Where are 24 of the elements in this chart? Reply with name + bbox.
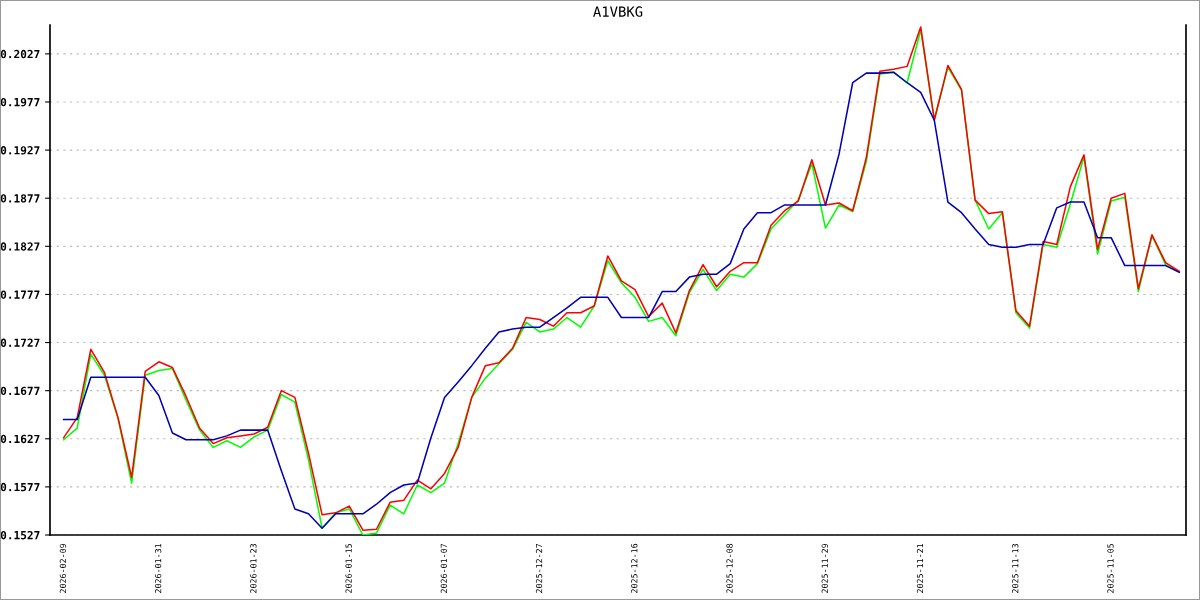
x-tick-label: 2026-01-23 xyxy=(250,543,257,593)
x-tick-label: 2025-11-21 xyxy=(916,543,924,593)
x-tick-label: 2026-02-09 xyxy=(59,543,67,593)
y-tick-label: 0.1927 xyxy=(0,146,40,155)
x-tick-label: 2025-12-08 xyxy=(726,543,733,593)
y-tick-label: 0.1827 xyxy=(0,242,40,251)
y-tick-label: 0.1877 xyxy=(0,194,40,203)
y-tick-label: 0.1777 xyxy=(0,290,40,299)
x-tick-label: 2025-11-05 xyxy=(1107,544,1114,593)
y-tick-label: 0.2027 xyxy=(0,49,40,59)
x-tick-label: 2025-12-16 xyxy=(631,543,638,593)
x-tick-label: 2025-11-13 xyxy=(1012,543,1019,593)
y-tick-label: 0.1677 xyxy=(0,386,40,396)
x-tick-label: 2026-01-31 xyxy=(154,543,162,593)
x-tick-label: 2025-11-29 xyxy=(821,543,828,593)
y-tick-label: 0.1577 xyxy=(0,482,40,492)
y-tick-label: 0.1977 xyxy=(0,97,40,107)
y-tick-label: 0.1627 xyxy=(0,434,40,444)
x-tick-label: 2025-12-27 xyxy=(535,543,543,593)
y-tick-label: 0.1727 xyxy=(0,338,40,347)
x-tick-label: 2026-01-07 xyxy=(440,543,447,593)
chart-title: A1VBKG xyxy=(593,6,643,17)
y-tick-label: 0.1527 xyxy=(0,530,40,540)
x-tick-label: 2026-01-15 xyxy=(345,544,352,593)
